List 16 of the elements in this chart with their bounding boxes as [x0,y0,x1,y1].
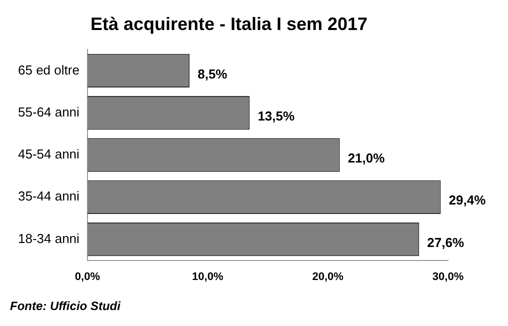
x-tick-label: 0,0% [74,271,100,284]
y-tick-label: 35-44 anni [18,188,80,204]
chart-title: Età acquirente - Italia I sem 2017 [90,14,368,34]
data-label: 21,0% [348,150,386,166]
y-tick-label: 45-54 anni [18,146,80,162]
data-label: 8,5% [198,66,228,82]
x-tick-label: 10,0% [192,271,224,284]
data-label: 13,5% [258,108,295,124]
data-label: 27,6% [427,234,464,250]
y-tick-label: 55-64 anni [18,104,80,120]
x-tick-label: 30,0% [432,271,464,284]
source-note: Fonte: Ufficio Studi [10,299,122,314]
y-tick-label: 65 ed oltre [18,62,80,78]
y-tick-label: 18-34 anni [18,230,80,246]
data-label: 29,4% [448,192,486,208]
x-tick-label: 20,0% [312,271,344,284]
